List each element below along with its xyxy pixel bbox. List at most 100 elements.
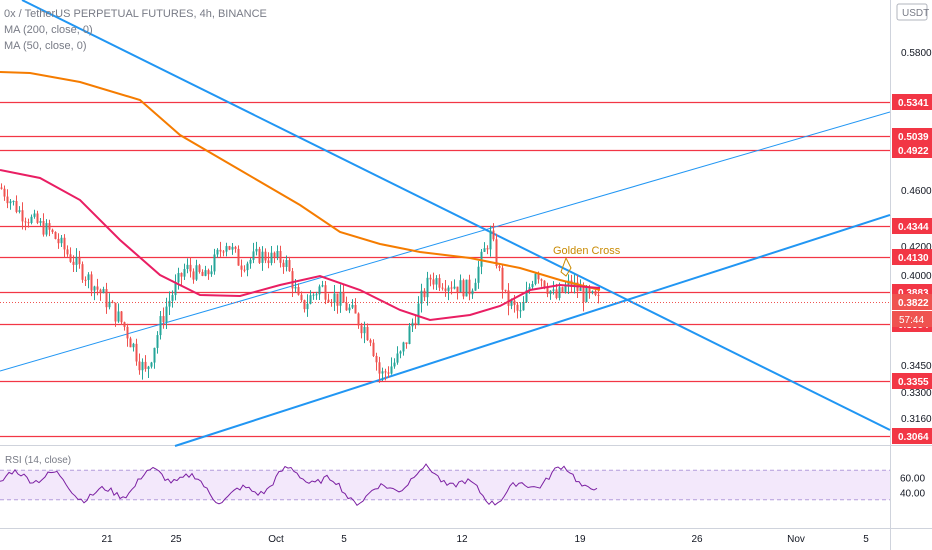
ascending-trendline [174,214,891,447]
candle-body [261,251,264,263]
price-tick-label: 0.4200 [901,242,932,253]
candle-body [297,287,300,295]
candle-body [168,300,171,307]
rsi-label: RSI (14, close) [5,455,71,466]
candle-body [273,252,276,258]
candle-body [231,246,234,250]
candle-body [288,260,291,272]
candle-body [177,273,180,283]
currency-button-label: USDT [902,8,929,19]
candle-body [342,291,345,303]
candle-body [351,304,354,308]
level-price-tag [892,94,932,110]
candle-body [378,362,381,374]
ma200-line [0,71,601,291]
candle-body [249,259,252,264]
candle-body [72,261,75,265]
candle-body [456,286,459,293]
candle-body [216,249,219,255]
level-price-tag [892,249,932,265]
candle-body [36,213,39,223]
candle-body [423,290,426,298]
candle-body [339,291,342,306]
candle-body [27,222,30,224]
candle-body [492,230,495,240]
candle-body [420,290,423,304]
candle-body [513,300,516,305]
candle-body [207,270,210,275]
candle-body [111,301,114,303]
candle-body [426,277,429,298]
time-tick-label: 12 [456,534,468,545]
candle-body [318,286,321,295]
candle-body [489,230,492,250]
candle-body [129,338,132,348]
candle-body [528,287,531,291]
candle-body [258,248,261,263]
candle-body [108,301,111,308]
candle-body [252,251,255,260]
candle-body [477,266,480,283]
candle-body [462,280,465,297]
candle-body [192,271,195,280]
candle-body [285,260,288,267]
time-tick-label: 5 [863,534,869,545]
candle-body [123,322,126,327]
candle-body [48,223,51,230]
candle-body [60,237,63,244]
candle-body [399,351,402,354]
candle-body [24,221,27,223]
candle-body [324,285,327,300]
price-tick-label: 0.5800 [901,48,932,59]
level-price-tag [892,218,932,234]
candle-body [105,289,108,308]
candle-body [375,355,378,363]
candle-body [183,269,186,277]
rsi-tick-label: 40.00 [900,488,925,499]
candle-body [546,287,549,294]
candle-body [33,213,36,217]
candle-body [69,254,72,262]
candle-body [96,286,99,290]
candle-body [510,300,513,306]
candle-body [534,273,537,285]
candle-body [270,252,273,264]
candle-body [444,288,447,291]
candle-body [30,216,33,223]
candle-body [300,294,303,301]
candle-body [195,265,198,280]
candle-body [597,294,600,296]
level-price-tag [892,373,932,389]
candle-body [411,322,414,327]
candle-body [567,280,570,287]
level-price-tag [892,142,932,158]
candle-body [39,221,42,223]
level-price-tag [892,428,932,444]
candle-body [240,265,243,270]
candle-body [519,310,522,312]
price-tick-label: 0.4600 [901,186,932,197]
candle-body [54,231,57,239]
candle-body [0,187,3,189]
candle-body [459,280,462,293]
candle-body [585,287,588,302]
rsi-band [0,470,890,500]
candle-body [558,287,561,298]
candle-body [432,279,435,285]
time-tick-label: 25 [170,534,182,545]
time-tick-label: 21 [101,534,113,545]
candle-body [387,372,390,374]
candle-body [63,237,66,250]
countdown-label: 57:44 [899,315,924,326]
candle-body [138,361,141,371]
candle-body [171,295,174,301]
candle-body [333,293,336,303]
time-tick-label: 26 [691,534,703,545]
candle-body [84,279,87,281]
candle-body [453,286,456,289]
candle-body [75,256,78,265]
candle-body [87,274,90,280]
candle-body [198,265,201,272]
level-price-label: 0.5039 [898,132,929,143]
